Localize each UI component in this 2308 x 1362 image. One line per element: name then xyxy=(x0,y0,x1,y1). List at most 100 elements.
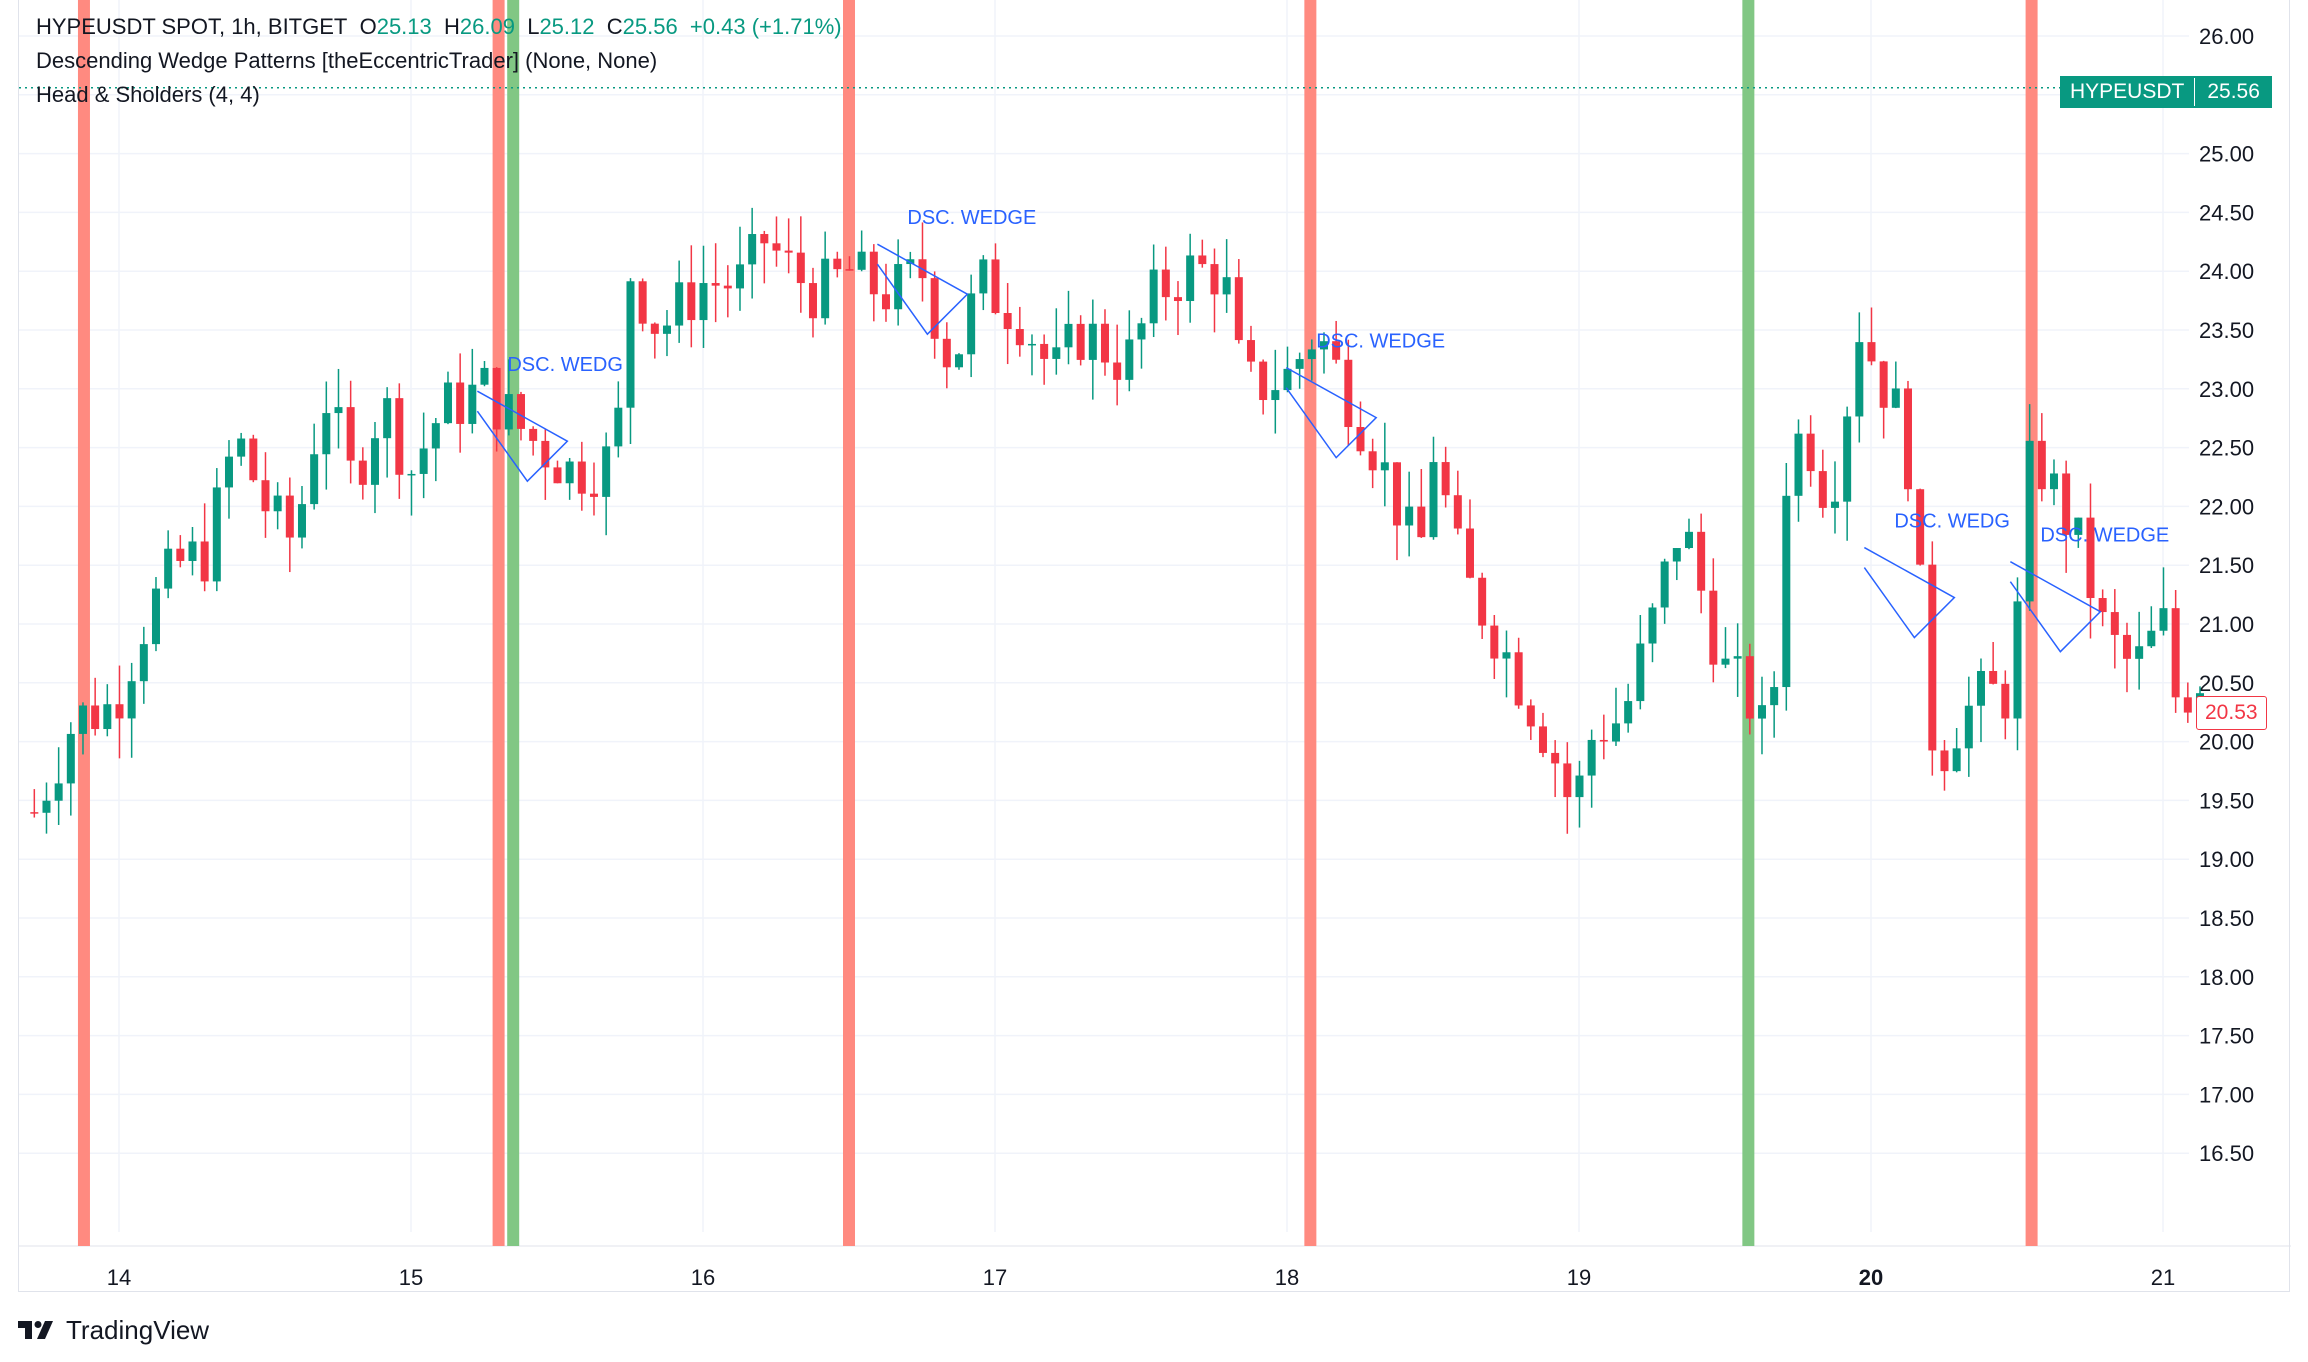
candle-body xyxy=(1015,329,1024,346)
candle-body xyxy=(1806,433,1815,472)
candle-body xyxy=(869,251,878,295)
candle-body xyxy=(1173,297,1182,302)
candle-body xyxy=(1952,748,1961,772)
indicator-legend-hs[interactable]: Head & Sholders (4, 4) xyxy=(36,82,260,108)
candle-body xyxy=(1441,462,1450,496)
candle-body xyxy=(1429,462,1438,538)
y-tick-label: 18.00 xyxy=(2199,965,2254,990)
candle-body xyxy=(857,251,866,270)
candle-body xyxy=(2062,473,2071,535)
candle-body xyxy=(614,407,623,447)
candle-body xyxy=(176,548,185,561)
candle-body xyxy=(1709,590,1718,665)
candle-body xyxy=(1940,750,1949,772)
candle-body xyxy=(407,473,416,476)
candle-body xyxy=(1453,495,1462,529)
candle-body xyxy=(1660,561,1669,608)
wedge-outline xyxy=(876,243,969,336)
indicator-legend-wedge[interactable]: Descending Wedge Patterns [theEccentricT… xyxy=(36,48,657,74)
candle-body xyxy=(1392,462,1401,526)
candle-body xyxy=(54,783,63,801)
indicator-wedge-title[interactable]: Descending Wedge Patterns [theEccentricT… xyxy=(36,48,658,73)
red-signal-band xyxy=(77,0,90,1246)
candle-body xyxy=(492,367,501,430)
candle-body xyxy=(1538,726,1547,753)
candle-body xyxy=(249,438,258,481)
candle-body xyxy=(1210,264,1219,295)
candle-body xyxy=(967,293,976,355)
last-price-label: 25.56 xyxy=(2207,80,2260,103)
candle-body xyxy=(2074,517,2083,535)
price-chart[interactable]: 26.0025.5025.0024.5024.0023.5023.0022.50… xyxy=(19,0,2291,1292)
candle-body xyxy=(687,282,696,321)
candle-body xyxy=(1575,775,1584,798)
x-tick-label: 19 xyxy=(1567,1265,1591,1290)
candle-body xyxy=(565,461,574,484)
wedge-outline xyxy=(2009,561,2102,653)
candle-body xyxy=(1417,506,1426,538)
y-tick-label: 20.50 xyxy=(2199,671,2254,696)
chart-frame[interactable]: 26.0025.5025.0024.5024.0023.5023.0022.50… xyxy=(18,0,2291,1292)
candle-body xyxy=(188,541,197,561)
candle-body xyxy=(1003,313,1012,330)
candle-body xyxy=(1624,701,1633,724)
candle-body xyxy=(78,705,87,734)
symbol-tag-label: HYPEUSDT xyxy=(2060,78,2196,106)
candle-body xyxy=(626,281,635,408)
candle-body xyxy=(334,407,343,414)
y-tick-label: 16.50 xyxy=(2199,1141,2254,1166)
candle-body xyxy=(322,413,331,455)
candle-body xyxy=(650,323,659,334)
marker-price-tag: 20.53 xyxy=(2196,696,2267,730)
candle-body xyxy=(2025,440,2034,602)
candle-body xyxy=(1648,607,1657,644)
candle-body xyxy=(1137,323,1146,340)
candle-body xyxy=(748,234,757,265)
green-signal-band xyxy=(1742,0,1755,1246)
candle-body xyxy=(1125,339,1134,380)
candle-body xyxy=(1684,531,1693,549)
x-tick-label: 14 xyxy=(107,1265,131,1290)
candle-body xyxy=(224,456,233,488)
candle-body xyxy=(638,281,647,324)
candle-body xyxy=(1551,752,1560,764)
candle-body xyxy=(1672,548,1681,562)
candle-body xyxy=(2122,634,2131,659)
candle-body xyxy=(930,278,939,339)
candle-body xyxy=(760,234,769,244)
candle-body xyxy=(954,354,963,368)
candle-body xyxy=(845,269,854,271)
candle-body xyxy=(30,812,39,814)
low-label: L xyxy=(527,14,540,39)
indicator-hs-title[interactable]: Head & Sholders (4, 4) xyxy=(36,82,260,107)
candle-body xyxy=(1222,277,1231,295)
y-tick-label: 18.50 xyxy=(2199,906,2254,931)
tradingview-branding[interactable]: TradingView xyxy=(18,1308,209,1352)
candle-body xyxy=(1344,359,1353,428)
close-label: C xyxy=(606,14,623,39)
y-tick-label: 21.00 xyxy=(2199,612,2254,637)
candle-body xyxy=(772,243,781,251)
candle-body xyxy=(285,495,294,538)
candle-body xyxy=(42,800,51,813)
candle-body xyxy=(1283,368,1292,391)
candle-body xyxy=(602,446,611,497)
candle-body xyxy=(991,259,1000,314)
candle-body xyxy=(735,264,744,289)
candle-body xyxy=(358,460,367,485)
candle-body xyxy=(553,467,562,484)
candle-body xyxy=(2147,630,2156,647)
candle-body xyxy=(127,681,136,719)
wedge-label: DSC. WEDGE xyxy=(907,207,1036,229)
y-tick-label: 21.50 xyxy=(2199,553,2254,578)
candle-body xyxy=(1745,656,1754,719)
symbol-price-tag: HYPEUSDT 25.56 xyxy=(2060,76,2272,108)
candle-body xyxy=(1782,495,1791,688)
candle-body xyxy=(1867,342,1876,362)
candle-body xyxy=(1697,531,1706,591)
y-tick-label: 24.00 xyxy=(2199,259,2254,284)
candle-body xyxy=(2086,517,2095,599)
candle-body xyxy=(1246,340,1255,362)
y-tick-label: 26.00 xyxy=(2199,24,2254,49)
candle-body xyxy=(1295,359,1304,369)
